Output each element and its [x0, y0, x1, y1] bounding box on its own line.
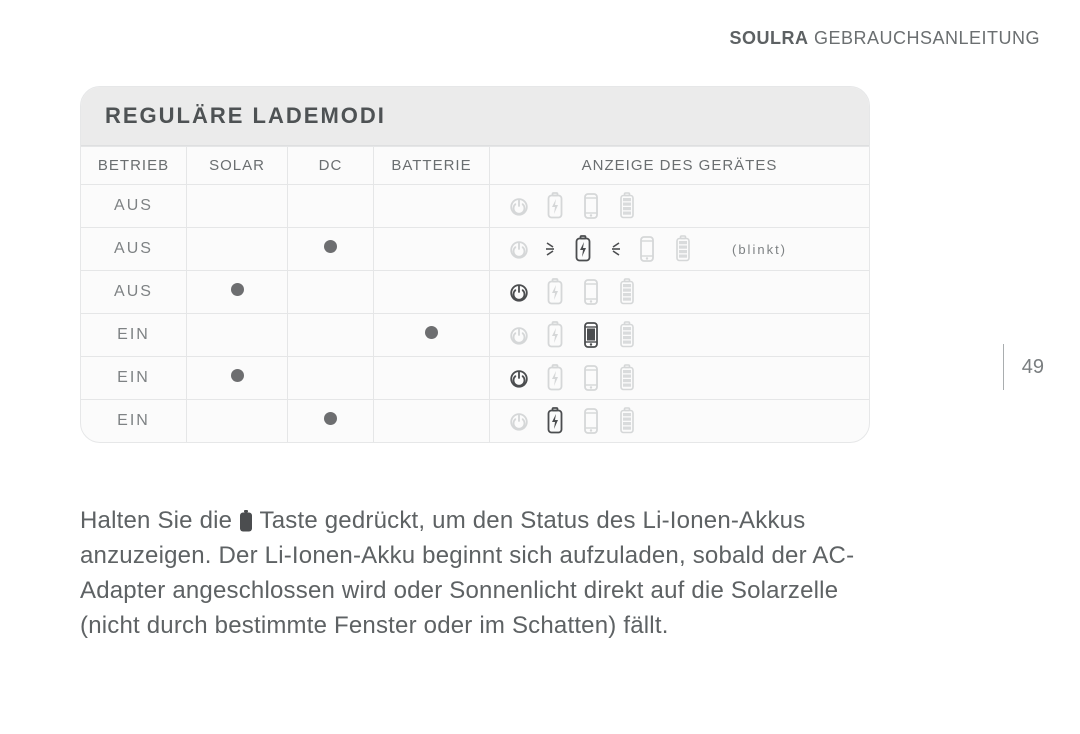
body-text: Halten Sie die Taste gedrückt, um den St…	[80, 503, 870, 643]
dot-icon	[231, 283, 244, 296]
phone-icon	[636, 235, 658, 263]
modes-table: BETRIEB SOLAR DC BATTERIE ANZEIGE DES GE…	[81, 146, 869, 442]
cell-solar	[187, 400, 288, 443]
col-display: ANZEIGE DES GERÄTES	[490, 147, 870, 185]
cell-operation: AUS	[81, 228, 187, 271]
cell-dc	[288, 228, 374, 271]
col-solar: SOLAR	[187, 147, 288, 185]
panel-title: REGULÄRE LADEMODI	[81, 87, 869, 146]
cell-battery	[374, 357, 490, 400]
battery-level-icon	[616, 407, 638, 435]
cell-display: (blinkt)	[490, 228, 870, 271]
header-tag: GEBRAUCHSANLEITUNG	[814, 28, 1040, 48]
power-icon	[508, 364, 530, 392]
cell-battery	[374, 185, 490, 228]
charge-icon	[572, 235, 594, 263]
battery-level-icon	[616, 192, 638, 220]
main-content: REGULÄRE LADEMODI BETRIEB SOLAR DC BATTE…	[80, 86, 870, 643]
cell-battery	[374, 314, 490, 357]
dot-icon	[425, 326, 438, 339]
spark-icon	[608, 235, 622, 263]
cell-display	[490, 357, 870, 400]
cell-display	[490, 400, 870, 443]
cell-solar	[187, 228, 288, 271]
col-battery: BATTERIE	[374, 147, 490, 185]
cell-battery	[374, 228, 490, 271]
charge-icon	[544, 278, 566, 306]
cell-display	[490, 185, 870, 228]
charge-icon	[544, 192, 566, 220]
modes-panel: REGULÄRE LADEMODI BETRIEB SOLAR DC BATTE…	[80, 86, 870, 443]
power-icon	[508, 235, 530, 263]
battery-level-icon	[616, 278, 638, 306]
cell-dc	[288, 357, 374, 400]
power-icon	[508, 192, 530, 220]
table-header-row: BETRIEB SOLAR DC BATTERIE ANZEIGE DES GE…	[81, 147, 869, 185]
phone-icon	[580, 407, 602, 435]
dot-icon	[231, 369, 244, 382]
table-row: EIN	[81, 400, 869, 443]
phone-icon	[580, 278, 602, 306]
page: SOULRA GEBRAUCHSANLEITUNG 49 REGULÄRE LA…	[0, 0, 1080, 734]
battery-level-icon	[616, 321, 638, 349]
cell-battery	[374, 271, 490, 314]
cell-solar	[187, 357, 288, 400]
cell-solar	[187, 271, 288, 314]
cell-operation: AUS	[81, 185, 187, 228]
cell-solar	[187, 185, 288, 228]
battery-level-icon	[616, 364, 638, 392]
table-row: AUS	[81, 271, 869, 314]
table-row: AUS (blinkt)	[81, 228, 869, 271]
dot-icon	[324, 240, 337, 253]
power-icon	[508, 278, 530, 306]
power-icon	[508, 321, 530, 349]
power-icon	[508, 407, 530, 435]
cell-dc	[288, 400, 374, 443]
cell-operation: EIN	[81, 314, 187, 357]
note-blinkt: (blinkt)	[732, 242, 787, 257]
phone-icon	[580, 364, 602, 392]
phone-icon	[580, 192, 602, 220]
body-text-a: Halten Sie die	[80, 507, 239, 534]
table-row: EIN	[81, 357, 869, 400]
cell-operation: EIN	[81, 357, 187, 400]
charge-icon	[544, 321, 566, 349]
cell-dc	[288, 314, 374, 357]
table-row: EIN	[81, 314, 869, 357]
page-number: 49	[1003, 344, 1044, 390]
battery-icon	[239, 507, 253, 529]
charge-icon	[544, 364, 566, 392]
cell-dc	[288, 185, 374, 228]
cell-operation: AUS	[81, 271, 187, 314]
table-row: AUS	[81, 185, 869, 228]
charge-icon	[544, 407, 566, 435]
cell-operation: EIN	[81, 400, 187, 443]
cell-display	[490, 314, 870, 357]
cell-battery	[374, 400, 490, 443]
brand-name: SOULRA	[729, 28, 808, 48]
page-header: SOULRA GEBRAUCHSANLEITUNG	[729, 28, 1040, 49]
cell-dc	[288, 271, 374, 314]
cell-solar	[187, 314, 288, 357]
cell-display	[490, 271, 870, 314]
spark-icon	[544, 235, 558, 263]
col-operation: BETRIEB	[81, 147, 187, 185]
battery-level-icon	[672, 235, 694, 263]
phone-icon	[580, 321, 602, 349]
dot-icon	[324, 412, 337, 425]
col-dc: DC	[288, 147, 374, 185]
